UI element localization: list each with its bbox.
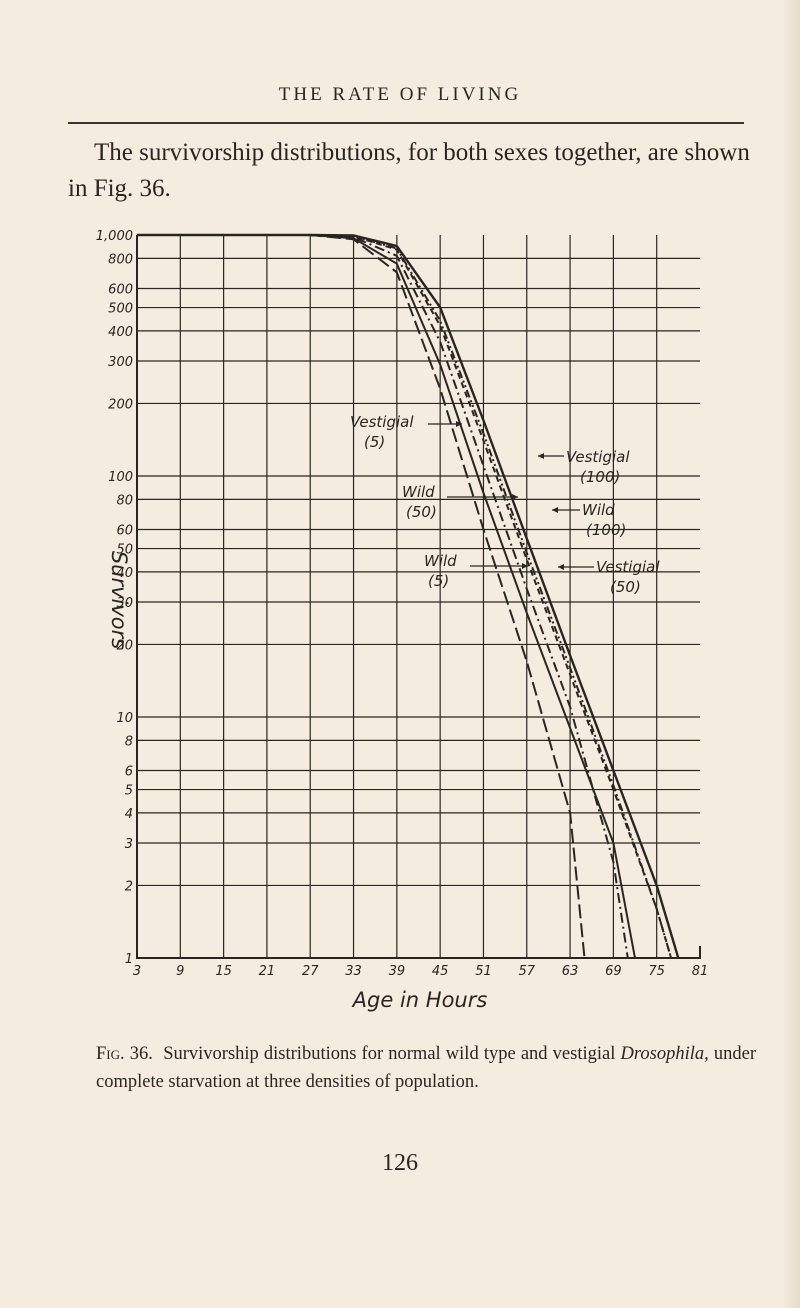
y-tick-label: 1,000 [96, 229, 133, 244]
svg-text:(100): (100) [586, 521, 626, 539]
x-tick-label: 3 [133, 964, 141, 979]
y-tick-label: 60 [116, 523, 133, 538]
caption-italic: Drosophila, [620, 1044, 709, 1064]
y-tick-label: 600 [108, 282, 133, 297]
annotation-vestigial-100: Vestigial (100) [538, 448, 630, 486]
x-tick-label: 33 [345, 964, 362, 979]
svg-text:Wild: Wild [582, 501, 615, 519]
y-tick-label: 400 [108, 325, 133, 340]
annotation-vestigial-50: Vestigial (50) [558, 558, 660, 596]
survivorship-chart: 1234568102030405060801002003004005006008… [96, 229, 708, 1012]
x-tick-label: 9 [176, 964, 184, 979]
curve-vestigial-100 [137, 233, 680, 959]
y-tick-label: 1 [125, 952, 133, 967]
svg-text:Wild: Wild [402, 483, 435, 501]
caption-label: Fig. 36. [96, 1044, 153, 1064]
svg-text:(100): (100) [580, 468, 620, 486]
intro-paragraph: The survivorship distributions, for both… [68, 135, 758, 207]
x-tick-label: 57 [518, 964, 535, 979]
header-rule [68, 122, 744, 124]
curve-wild-100 [137, 234, 673, 959]
curve-vestigial-5 [137, 234, 629, 959]
curve-wild-50 [137, 234, 636, 959]
y-axis-title: Survivors [107, 551, 131, 649]
y-tick-label: 40 [116, 566, 133, 581]
x-tick-label: 63 [562, 964, 579, 979]
annotation-vestigial-5: Vestigial (5) [350, 413, 462, 451]
y-tick-label: 200 [108, 397, 133, 412]
chart-grid [137, 235, 700, 958]
figure-caption: Fig. 36. Survivorship distributions for … [96, 1040, 756, 1096]
curve-wild-5 [137, 234, 586, 959]
x-axis-ticks: 3 9 15 21 27 33 39 45 51 57 63 69 75 81 [133, 964, 708, 979]
x-tick-label: 69 [605, 964, 622, 979]
svg-text:Vestigial: Vestigial [596, 558, 660, 576]
svg-text:Wild: Wild [424, 552, 457, 570]
svg-text:(50): (50) [610, 578, 641, 596]
annotation-wild-100: Wild (100) [552, 501, 626, 539]
svg-text:Vestigial: Vestigial [350, 413, 414, 431]
x-tick-label: 51 [475, 964, 492, 979]
axis-lines [136, 235, 701, 959]
x-axis-title: Age in Hours [351, 988, 488, 1012]
y-tick-label: 10 [116, 711, 133, 726]
svg-text:(5): (5) [364, 433, 385, 451]
svg-text:(50): (50) [406, 503, 437, 521]
curve-vestigial-50 [137, 234, 673, 959]
y-tick-label: 800 [108, 252, 133, 267]
y-tick-label: 300 [108, 355, 133, 370]
page-gutter-shadow [782, 0, 800, 1308]
y-tick-label: 4 [125, 807, 133, 822]
y-tick-label: 6 [125, 764, 133, 779]
svg-text:(5): (5) [428, 572, 449, 590]
y-tick-label: 5 [125, 784, 133, 799]
y-tick-label: 20 [116, 638, 133, 653]
caption-text-1: Survivorship distributions for normal wi… [163, 1044, 621, 1064]
svg-text:Vestigial: Vestigial [566, 448, 630, 466]
x-tick-label: 39 [389, 964, 406, 979]
y-tick-label: 8 [125, 734, 133, 749]
annotation-wild-50: Wild (50) [402, 483, 518, 521]
y-axis-ticks: 1 2 3 4 5 6 8 10 20 30 40 50 60 80 100 200 300 400 500 600 8… [96, 229, 133, 967]
x-tick-label: 21 [259, 964, 276, 979]
x-tick-label: 81 [692, 964, 709, 979]
y-tick-label: 100 [108, 470, 133, 485]
x-tick-label: 75 [648, 964, 665, 979]
curve-annotations: Vestigial (5) Wild (50) Wild (5) Vestigial (100… [350, 413, 660, 596]
annotation-wild-5: Wild (5) [424, 552, 528, 590]
y-tick-label: 50 [116, 543, 133, 558]
x-tick-label: 15 [215, 964, 232, 979]
page-number: 126 [382, 1150, 418, 1176]
y-tick-label: 500 [108, 302, 133, 317]
caption-text-2: under complete starvation at three densi… [96, 1044, 756, 1092]
intro-text: The survivorship distributions, for both… [68, 139, 750, 202]
running-head: THE RATE OF LIVING [278, 84, 522, 105]
survival-curves [137, 233, 680, 959]
x-tick-label: 45 [432, 964, 449, 979]
x-tick-label: 27 [302, 964, 319, 979]
y-tick-label: 3 [125, 837, 133, 852]
y-tick-label: 30 [116, 596, 133, 611]
y-tick-label: 80 [116, 493, 133, 508]
y-tick-label: 2 [125, 879, 133, 894]
